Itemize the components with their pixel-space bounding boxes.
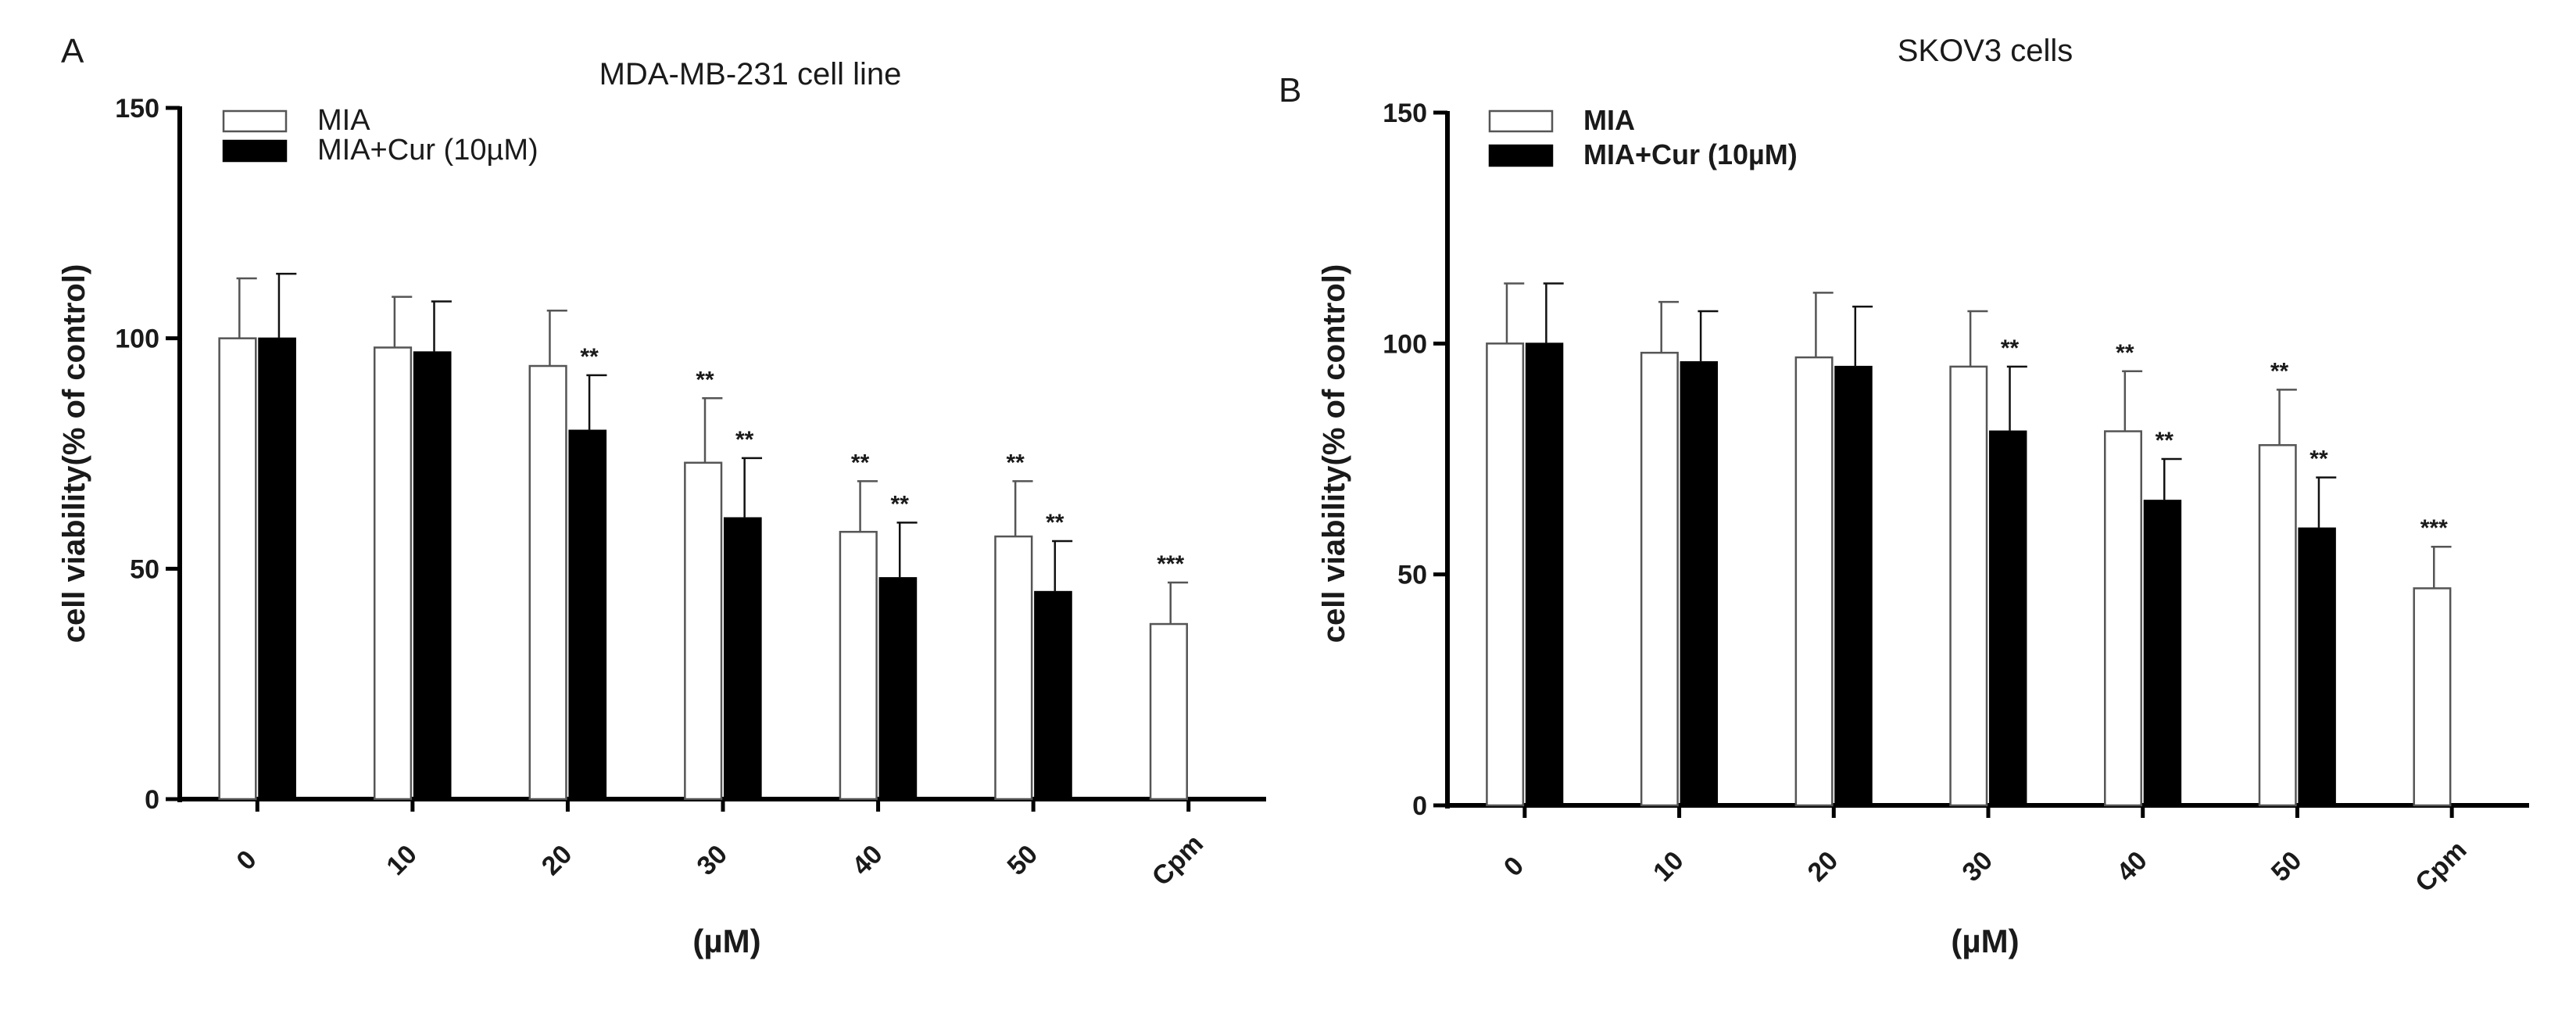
significance-marker: ** — [2156, 428, 2174, 454]
significance-marker: ** — [1046, 510, 1064, 536]
bar-mia — [839, 530, 878, 801]
chart-panel-a: A MDA-MB-231 cell line cell viability(% of… — [57, 32, 1266, 959]
significance-marker: ** — [580, 344, 599, 370]
x-tick-label: 20 — [1802, 845, 1844, 887]
bar-mia-cur — [1034, 590, 1072, 800]
y-tick-label: 100 — [1383, 329, 1427, 359]
panel-letter: A — [61, 32, 84, 70]
chart-title: MDA-MB-231 cell line — [599, 57, 902, 91]
x-tick-label: 40 — [846, 839, 889, 881]
significance-marker: *** — [1157, 551, 1184, 577]
x-tick-label: 10 — [1648, 845, 1690, 887]
chart-title: SKOV3 cells — [1898, 34, 2073, 68]
bar-mia — [2258, 444, 2297, 807]
significance-marker: ** — [2116, 340, 2134, 366]
bar-mia — [1640, 351, 1679, 807]
legend-swatch-mia-cur — [222, 139, 288, 163]
bar-mia-cur — [1525, 342, 1564, 807]
bar-mia — [994, 535, 1033, 801]
legend-label-mia-cur: MIA+Cur (10µM) — [317, 134, 538, 167]
significance-marker: ** — [891, 491, 910, 517]
significance-marker: ** — [696, 367, 714, 393]
x-tick-label: Cpm — [1147, 829, 1209, 891]
bar-mia-cur — [258, 337, 296, 800]
x-tick-label: 0 — [231, 844, 262, 876]
legend-label-mia: MIA — [1583, 104, 1635, 136]
y-axis-label: cell viability(% of control) — [57, 264, 91, 644]
bar-mia-cur — [723, 517, 762, 800]
legend-swatch-mia — [1488, 109, 1554, 133]
bar-mia — [2104, 430, 2142, 807]
significance-marker: ** — [1006, 450, 1025, 475]
significance-marker: ** — [2309, 446, 2328, 472]
bar-mia-cur — [2298, 527, 2336, 806]
x-tick-label: 40 — [2111, 845, 2153, 887]
x-tick-label: 50 — [1002, 839, 1044, 881]
x-tick-label: 20 — [536, 839, 578, 881]
bar-mia-cur — [1834, 365, 1873, 807]
legend-swatch-mia-cur — [1488, 144, 1554, 167]
panel-letter: B — [1279, 71, 1301, 109]
bar-mia-cur — [2143, 500, 2182, 806]
significance-marker: ** — [2001, 335, 2020, 361]
legend-label-mia-cur: MIA+Cur (10µM) — [1583, 138, 1798, 170]
bar-mia-cur — [1680, 360, 1719, 806]
bar-mia — [2413, 587, 2452, 807]
y-tick-label: 0 — [145, 785, 159, 815]
y-axis-label: cell viability(% of control) — [1317, 264, 1351, 644]
y-tick-label: 0 — [1412, 791, 1427, 821]
x-tick-label: 50 — [2266, 845, 2308, 887]
significance-marker: *** — [2420, 515, 2448, 541]
x-axis-label: (µM) — [692, 923, 760, 959]
y-tick-label: 150 — [115, 94, 159, 124]
bar-mia — [1149, 622, 1188, 801]
significance-marker: ** — [2270, 358, 2289, 384]
bar-mia — [528, 364, 567, 801]
x-tick-label: Cpm — [2410, 835, 2472, 898]
bar-mia — [218, 337, 257, 801]
x-tick-label: 0 — [1498, 851, 1530, 882]
bar-mia — [684, 461, 723, 801]
y-tick-label: 50 — [130, 554, 159, 584]
bar-mia — [1949, 365, 1988, 807]
x-tick-label: 10 — [381, 839, 423, 881]
x-axis-label: (µM) — [1951, 923, 2019, 959]
legend-label-mia: MIA — [317, 104, 370, 137]
significance-marker: ** — [735, 427, 754, 453]
bar-mia — [1486, 342, 1525, 807]
bar-mia-cur — [413, 351, 452, 800]
x-tick-label: 30 — [1956, 845, 1998, 887]
bar-mia-cur — [1988, 430, 2027, 806]
y-tick-label: 150 — [1383, 99, 1427, 128]
bar-mia-cur — [878, 577, 918, 800]
bar-mia — [373, 346, 413, 801]
chart-panel-b: B SKOV3 cells cell viability(% of control)… — [1279, 34, 2529, 959]
y-tick-label: 100 — [115, 324, 159, 354]
significance-marker: ** — [851, 450, 870, 475]
legend-swatch-mia — [222, 109, 288, 133]
bar-mia-cur — [568, 429, 607, 800]
y-tick-label: 50 — [1397, 561, 1427, 590]
bar-mia — [1794, 356, 1834, 807]
x-tick-label: 30 — [691, 839, 733, 881]
